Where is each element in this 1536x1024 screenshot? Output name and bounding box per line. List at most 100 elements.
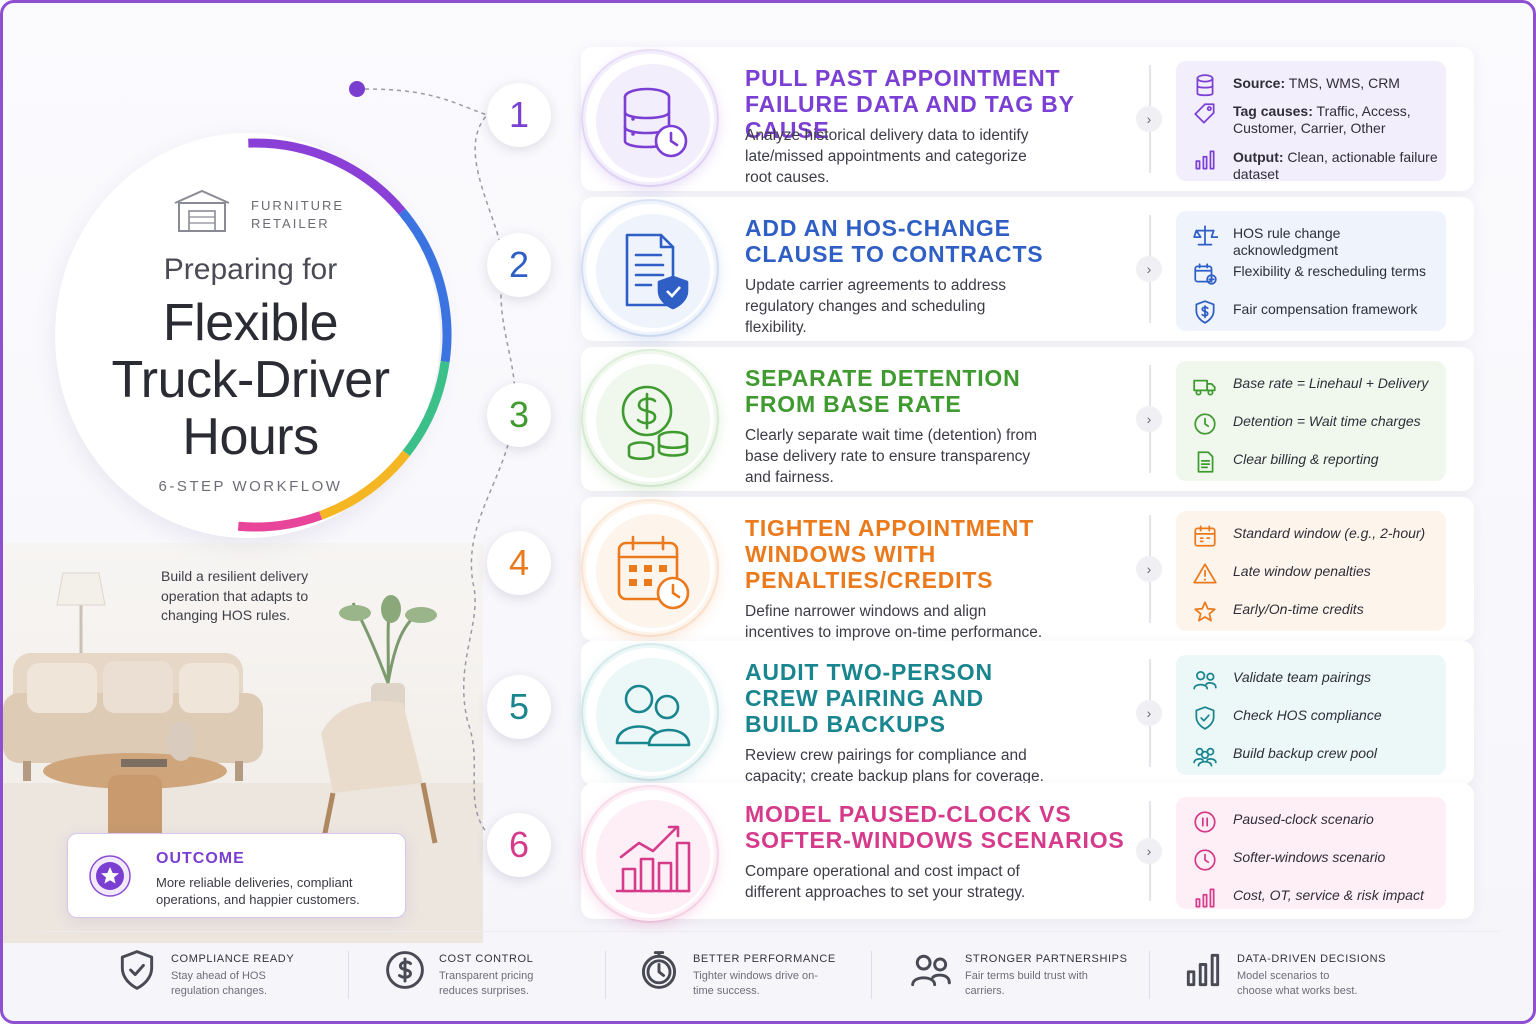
step-title-line-1: TIGHTEN APPOINTMENT [745, 515, 1035, 541]
footer-separator [1149, 951, 1150, 999]
step-title-line-2: FROM BASE RATE [745, 391, 962, 417]
detail-value: Validate team pairings [1233, 669, 1372, 685]
detail-text: Standard window (e.g., 2-hour) [1233, 525, 1448, 542]
detail-value: Early/On-time credits [1233, 601, 1364, 617]
step-title-line-1: MODEL PAUSED-CLOCK VS [745, 801, 1072, 827]
step-description: Clearly separate wait time (detention) f… [745, 427, 1038, 486]
benefit-desc: Model scenarios to choose what works bes… [1237, 970, 1358, 997]
detail-text: Detention = Wait time charges [1233, 413, 1448, 430]
expand-chevron-icon[interactable]: › [1136, 106, 1162, 132]
calendar-clock-icon [617, 535, 690, 610]
step-number-6: 6 [487, 813, 551, 877]
step-number-4: 4 [487, 531, 551, 595]
brand-line-2: RETAILER [251, 216, 330, 231]
hero-title: Flexible Truck-Driver Hours [63, 295, 438, 466]
benefit-title: DATA-DRIVEN DECISIONS [1237, 953, 1387, 965]
detail-value: Detention = Wait time charges [1233, 413, 1421, 429]
detail-text: HOS rule change acknowledgment [1233, 225, 1448, 259]
benefit-title: STRONGER PARTNERSHIPS [965, 953, 1128, 965]
detail-value: Flexibility & rescheduling terms [1233, 263, 1426, 279]
step-details-panel [1176, 361, 1446, 481]
hero-title-line-2: Truck-Driver [111, 351, 390, 409]
step-title-line-1: PULL PAST APPOINTMENT [745, 65, 1061, 91]
detail-value: Traffic, Access, Customer, Carrier, Othe… [1233, 103, 1411, 136]
detail-label: Source: [1233, 75, 1286, 91]
footer-separator [605, 951, 606, 999]
step-details-panel [1176, 797, 1446, 909]
detail-text: Paused-clock scenario [1233, 811, 1448, 828]
hero-kicker: Preparing for [163, 253, 338, 286]
step-title: SEPARATE DETENTION FROM BASE RATE [745, 365, 1145, 417]
warehouse-icon [174, 189, 230, 232]
hero-tagline: Build a resilient delivery operation tha… [161, 568, 309, 623]
step-title-line-2: FAILURE DATA AND TAG BY CAUSE [745, 91, 1075, 143]
detail-text: Early/On-time credits [1233, 601, 1448, 618]
step-title-line-2: CLAUSE TO CONTRACTS [745, 241, 1044, 267]
expand-chevron-icon[interactable]: › [1136, 556, 1162, 582]
step-title-line-2: SOFTER-WINDOWS SCENARIOS [745, 827, 1125, 853]
step-details-panel [1176, 511, 1446, 631]
detail-value: TMS, WMS, CRM [1288, 75, 1400, 91]
expand-chevron-icon[interactable]: › [1136, 700, 1162, 726]
ring-segment [402, 361, 450, 456]
detail-value: Base rate = Linehaul + Delivery [1233, 375, 1429, 391]
detail-text: Base rate = Linehaul + Delivery [1233, 375, 1448, 392]
detail-text: Output: Clean, actionable failure datase… [1233, 149, 1448, 183]
detail-value: Paused-clock scenario [1233, 811, 1374, 827]
step-title: AUDIT TWO-PERSON CREW PAIRING AND BUILD BA… [745, 659, 1145, 737]
progress-ring [237, 138, 452, 532]
benefit-1: COMPLIANCE READY Stay ahead of HOS regula… [115, 948, 345, 1008]
detail-label: Output: [1233, 149, 1284, 165]
step-number-2: 2 [487, 233, 551, 297]
footer-separator [871, 951, 872, 999]
workflow-label: 6-STEP WORKFLOW [158, 478, 343, 495]
step-title: TIGHTEN APPOINTMENT WINDOWS WITH PENALTIES… [745, 515, 1145, 593]
ring-segment [237, 511, 323, 532]
step-title-line-2: CREW PAIRING AND [745, 685, 984, 711]
contract-shield-icon [625, 233, 689, 310]
expand-chevron-icon[interactable]: › [1136, 256, 1162, 282]
brand-block: FURNITURE RETAILER [171, 187, 371, 237]
step-title-line-2: WINDOWS WITH [745, 541, 937, 567]
benefit-4: STRONGER PARTNERSHIPS Fair terms build tr… [909, 948, 1139, 1008]
hero-title-line-1: Flexible [162, 294, 339, 352]
brand-name: FURNITURE RETAILER [251, 197, 371, 233]
step-details-panel [1176, 61, 1446, 181]
expand-chevron-icon[interactable]: › [1136, 406, 1162, 432]
detail-value: HOS rule change acknowledgment [1233, 225, 1341, 258]
detail-text: Build backup crew pool [1233, 745, 1448, 762]
detail-value: Cost, OT, service & risk impact [1233, 887, 1424, 903]
step-icon-ring [583, 51, 717, 185]
ring-segment [248, 138, 406, 215]
detail-value: Build backup crew pool [1233, 745, 1377, 761]
step-title-line-1: SEPARATE DETENTION [745, 365, 1021, 391]
step-description: Define narrower windows and align incent… [745, 603, 1043, 641]
benefit-desc: Stay ahead of HOS regulation changes. [171, 970, 268, 997]
step-details-panel [1176, 211, 1446, 331]
step-details-panel [1176, 655, 1446, 775]
benefit-2: COST CONTROL Transparent pricing reduces … [383, 948, 613, 1008]
benefit-desc: Tighter windows drive on-time success. [693, 970, 818, 997]
step-description: Update carrier agreements to address reg… [745, 277, 1007, 336]
step-number-5: 5 [487, 675, 551, 739]
detail-value: Standard window (e.g., 2-hour) [1233, 525, 1426, 541]
step-title-line-1: ADD AN HOS-CHANGE [745, 215, 1011, 241]
growth-chart-icon [615, 825, 691, 893]
detail-value: Fair compensation framework [1233, 301, 1418, 317]
step-title-line-3: BUILD BACKUPS [745, 711, 946, 737]
step-number-1: 1 [487, 83, 551, 147]
benefit-title: COMPLIANCE READY [171, 953, 295, 965]
ring-segment [319, 450, 410, 520]
detail-text: Cost, OT, service & risk impact [1233, 887, 1448, 904]
expand-chevron-icon[interactable]: › [1136, 838, 1162, 864]
benefit-5: DATA-DRIVEN DECISIONS Model scenarios to … [1181, 948, 1411, 1008]
detail-text: Softer-windows scenario [1233, 849, 1448, 866]
benefit-desc: Transparent pricing reduces surprises. [439, 970, 534, 997]
brand-line-1: FURNITURE [251, 198, 345, 213]
star-badge-icon [89, 855, 131, 897]
hero-title-line-3: Hours [182, 408, 319, 466]
step-icon-ring [583, 351, 717, 485]
footer-separator [348, 951, 349, 999]
benefit-title: COST CONTROL [439, 953, 534, 965]
step-icon-ring [583, 787, 717, 921]
